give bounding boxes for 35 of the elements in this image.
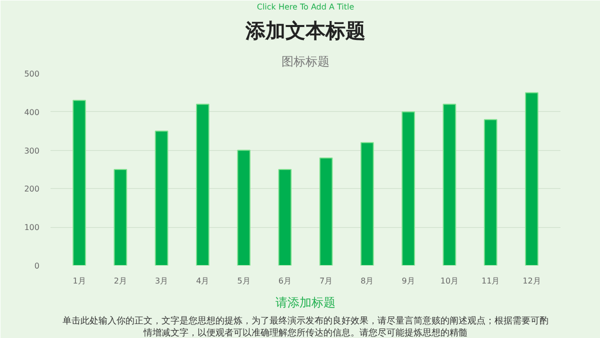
y-tick-label: 200 — [24, 184, 40, 194]
x-tick-label: 4月 — [196, 276, 210, 286]
x-tick-label: 3月 — [155, 276, 168, 286]
text: 图标标题 — [282, 54, 330, 68]
bar — [154, 130, 168, 266]
y-tick-label: 500 — [24, 70, 40, 78]
x-tick-label: 5月 — [237, 276, 250, 286]
x-tick-label: 9月 — [402, 276, 415, 286]
bar — [442, 104, 456, 266]
bar — [360, 142, 374, 266]
bar — [196, 104, 210, 266]
y-tick-label: 0 — [34, 262, 40, 270]
bar — [237, 150, 250, 266]
bar — [319, 157, 333, 266]
y-tick-label: 100 — [24, 223, 40, 232]
bar — [72, 100, 86, 266]
x-tick-label: 12月 — [522, 276, 541, 286]
y-tick-label: 300 — [24, 146, 40, 156]
bar — [525, 92, 538, 266]
x-tick-label: 7月 — [320, 276, 333, 286]
bar — [402, 111, 415, 266]
bar — [484, 119, 498, 266]
x-tick-label: 10月 — [440, 276, 459, 286]
x-tick-label: 2月 — [114, 276, 127, 286]
x-tick-label: 1月 — [72, 276, 86, 286]
chart-title: 添加文本标题 — [244, 18, 366, 42]
x-tick-label: 11月 — [481, 276, 500, 286]
bar — [114, 169, 128, 266]
text: 单击此处输入你的正文，文字是您思想的提炼，为了最终演示发布的良好效果，请尽量言简意赅的阐述观点；根据需要可酌情增减文字，以便观者可以准确理解您所传达的信息。请您尽可能提炼思想的精髓 — [62, 316, 548, 338]
chart-subtitle: Click Here To Add A Title — [256, 2, 354, 12]
y-tick-label: 400 — [24, 108, 40, 117]
x-tick-label: 8月 — [360, 276, 374, 286]
bar — [278, 169, 292, 266]
text: 请添加标题 — [276, 296, 336, 310]
x-tick-label: 6月 — [278, 276, 292, 286]
